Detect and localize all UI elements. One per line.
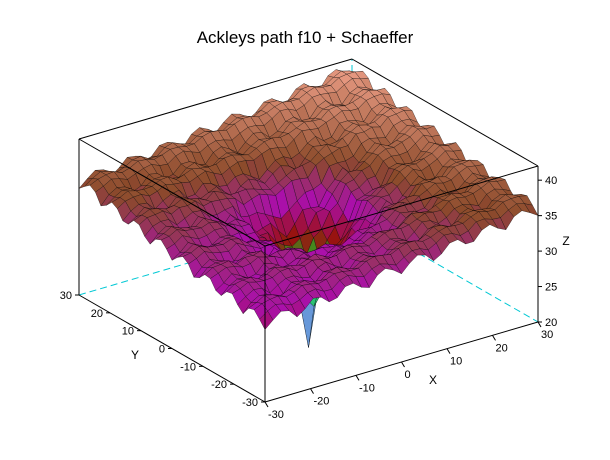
tick-label: 30 bbox=[545, 246, 557, 258]
tick-label: -20 bbox=[211, 379, 227, 391]
box-edge bbox=[351, 58, 539, 167]
tick-label: 20 bbox=[496, 342, 508, 354]
tick-label: 35 bbox=[545, 211, 557, 223]
tick-label: 0 bbox=[405, 369, 411, 381]
chart-title: Ackleys path f10 + Schaeffer bbox=[197, 28, 414, 47]
x-tick bbox=[401, 361, 405, 368]
tick-label: 30 bbox=[60, 290, 72, 302]
tick-label: 0 bbox=[159, 344, 165, 356]
x-tick bbox=[264, 401, 269, 408]
x-axis-label: X bbox=[429, 373, 437, 387]
surface-facet bbox=[259, 310, 274, 330]
tick-label: 30 bbox=[541, 329, 553, 341]
tick-label: 40 bbox=[545, 175, 557, 187]
z-axis-label: Z bbox=[562, 234, 569, 248]
axis-ticks: -30-20-100102030-30-20-10010203020253035… bbox=[60, 175, 558, 421]
tick-label: -20 bbox=[314, 396, 330, 408]
tick-label: -30 bbox=[268, 409, 284, 421]
x-tick bbox=[355, 375, 360, 381]
box-edge bbox=[78, 58, 353, 140]
x-tick bbox=[537, 321, 542, 328]
tick-label: -10 bbox=[359, 382, 375, 394]
box-edge bbox=[78, 138, 266, 247]
box-edge bbox=[264, 165, 539, 247]
tick-label: 20 bbox=[545, 317, 557, 329]
tick-label: 25 bbox=[545, 282, 557, 294]
x-tick bbox=[310, 388, 314, 394]
tick-label: 20 bbox=[91, 308, 103, 320]
y-axis-label: Y bbox=[131, 348, 139, 362]
surface-mesh bbox=[78, 69, 539, 348]
x-tick bbox=[492, 335, 496, 341]
tick-label: 10 bbox=[450, 356, 462, 368]
x-tick bbox=[446, 348, 451, 354]
tick-label: -10 bbox=[180, 361, 196, 373]
tick-label: 10 bbox=[122, 326, 134, 338]
tick-label: -30 bbox=[242, 397, 258, 409]
